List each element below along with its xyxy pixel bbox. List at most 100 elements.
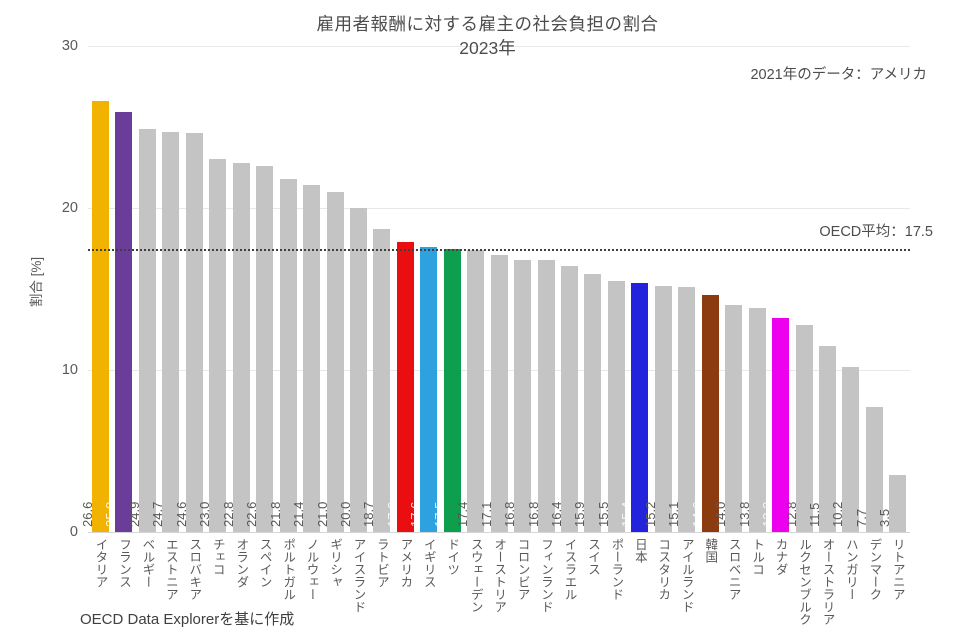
bar <box>138 128 156 532</box>
bar-country-label: アメリカ <box>398 538 413 588</box>
source-note: OECD Data Explorerを基に作成 <box>80 611 295 628</box>
bar-country-label: スロバキア <box>187 538 202 601</box>
bar-country-label: オーストラリア <box>820 538 835 626</box>
bar <box>842 366 860 532</box>
bar-country-label: オーストリア <box>492 538 507 613</box>
bar <box>92 101 109 532</box>
bar-value-label: 24.7 <box>150 501 166 527</box>
bar <box>232 162 250 532</box>
y-tick-label-30: 30 <box>61 38 78 54</box>
bar-country-label: アイスランド <box>351 538 366 613</box>
bar-country-label: イギリス <box>421 538 436 588</box>
bar-country-label: 韓国 <box>703 538 718 563</box>
bar-value-label: 26.6 <box>80 501 95 527</box>
bar-country-label: トルコ <box>750 538 765 576</box>
bar <box>795 324 813 532</box>
bar-value-label: 15.2 <box>642 501 658 527</box>
bar-country-label: スイス <box>585 538 600 576</box>
bar <box>396 242 414 532</box>
bar-country-label: フランス <box>116 538 131 588</box>
bar <box>303 185 321 532</box>
bar-value-label: 16.4 <box>549 501 564 527</box>
bar-value-label: 17.9 <box>384 501 400 527</box>
bar <box>326 191 344 532</box>
bar-value-label: 21.4 <box>291 501 307 527</box>
bar-country-label: ノルウェー <box>304 538 319 601</box>
chart-title: 雇用者報酬に対する雇主の社会負担の割合 <box>316 14 659 34</box>
bar <box>701 295 719 532</box>
bar-country-label: デンマーク <box>867 538 882 601</box>
bar-value-label: 24.6 <box>173 501 189 527</box>
bar-country-label: ハンガリー <box>843 538 858 601</box>
bar <box>678 287 696 532</box>
gridline-30 <box>88 46 910 47</box>
bar-value-label: 15.1 <box>666 501 682 527</box>
bar-country-label: フィンランド <box>539 538 554 613</box>
bar-value-label: 16.8 <box>525 501 541 527</box>
bar-value-label: 11.5 <box>806 502 822 527</box>
bar-value-label: 16.8 <box>502 501 518 527</box>
oecd-average-line <box>88 249 910 251</box>
bar <box>209 159 227 532</box>
bar-value-label: 15.9 <box>572 501 588 527</box>
bar <box>443 248 461 532</box>
bar-country-label: イスラエル <box>562 538 577 601</box>
bar-country-label: ポルトガル <box>281 538 296 601</box>
bar-value-label: 14.0 <box>713 501 729 527</box>
bar <box>631 282 649 532</box>
bar-country-label: カナダ <box>773 538 788 576</box>
bar-country-label: ギリシャ <box>328 538 342 588</box>
chart-subtitle: 2023年 <box>459 38 516 58</box>
bar-country-label: チェコ <box>210 538 225 576</box>
bar-value-label: 17.5 <box>431 501 447 527</box>
bar <box>607 280 625 532</box>
bar-country-label: スペイン <box>257 538 272 588</box>
bar-value-label: 15.5 <box>595 501 611 527</box>
y-tick-label-20: 20 <box>61 200 78 216</box>
bar-value-label: 12.8 <box>783 501 799 527</box>
bar-country-label: ポーランド <box>609 538 624 601</box>
bar-value-label: 17.4 <box>455 501 471 527</box>
bar-country-label: イタリア <box>93 538 108 588</box>
bar-value-label: 13.8 <box>736 501 752 527</box>
bar-value-label: 14.6 <box>689 501 705 527</box>
bar-country-label: エストニア <box>163 538 178 601</box>
bar <box>889 475 907 532</box>
bar <box>279 178 297 532</box>
bar-value-label: 17.6 <box>408 501 424 527</box>
bar <box>537 259 555 532</box>
bar-value-label: 25.9 <box>103 501 119 527</box>
bar <box>256 165 274 532</box>
bar <box>865 407 883 532</box>
bar-country-label: ベルギー <box>140 538 155 588</box>
bar-value-label: 22.6 <box>244 501 260 527</box>
bar-country-label: オランダ <box>234 538 249 588</box>
bar-country-label: ラトビア <box>374 538 389 588</box>
bar-value-label: 13.2 <box>760 501 776 527</box>
bar-value-label: 22.8 <box>220 501 236 527</box>
bar <box>185 133 203 532</box>
bar <box>373 229 391 532</box>
bar <box>725 305 743 532</box>
bar <box>115 112 133 532</box>
y-tick-label-10: 10 <box>61 362 78 378</box>
bar-value-label: 7.7 <box>853 508 869 527</box>
data-note: 2021年のデータ：アメリカ <box>750 67 927 83</box>
bar <box>654 285 672 532</box>
bar-value-label: 20.0 <box>337 501 353 527</box>
bar-value-label: 17.1 <box>478 501 494 527</box>
bar-country-label: コスタリカ <box>656 538 671 601</box>
bar <box>349 208 367 532</box>
bar-country-label: スロベニア <box>726 538 741 601</box>
bar <box>748 308 766 532</box>
oecd-average-label: OECD平均：17.5 <box>819 224 933 240</box>
bar-country-label: 日本 <box>632 538 647 563</box>
bar <box>818 345 836 532</box>
bar-value-label: 15.4 <box>619 501 635 527</box>
bar-value-label: 21.0 <box>314 501 330 527</box>
bar-country-label: アイルランド <box>679 538 694 613</box>
y-tick-label-0: 0 <box>69 524 78 540</box>
bar-value-label: 23.0 <box>197 501 213 527</box>
bar <box>561 266 578 532</box>
